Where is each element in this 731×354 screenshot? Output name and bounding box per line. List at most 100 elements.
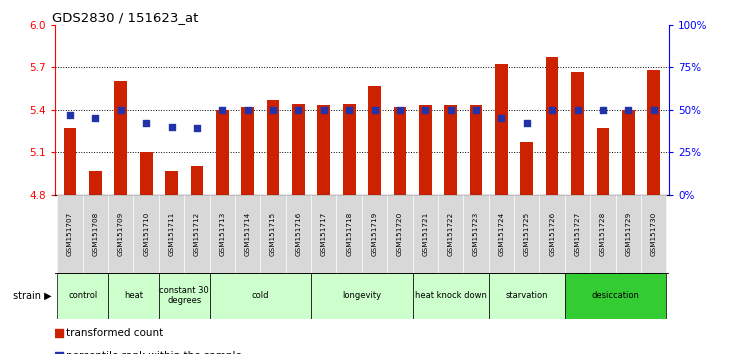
Point (115, 107, 126, 113)
Bar (412, 195, 438, 273)
Bar (235, 195, 260, 273)
Point (572, 107, 583, 113)
Text: GSM151715: GSM151715 (270, 211, 276, 256)
Bar (565, 273, 667, 319)
Text: GSM151708: GSM151708 (92, 211, 99, 256)
Text: GSM151722: GSM151722 (447, 211, 454, 256)
Text: GSM151728: GSM151728 (600, 211, 606, 256)
Bar (159, 273, 210, 319)
Bar (108, 195, 134, 273)
Bar (292, 104, 305, 195)
Point (470, 107, 482, 113)
Bar (165, 171, 178, 195)
Text: GSM151712: GSM151712 (194, 211, 200, 256)
Bar (368, 86, 381, 195)
Text: heat knock down: heat knock down (414, 291, 487, 300)
Point (267, 51, 279, 57)
Text: GSM151721: GSM151721 (423, 211, 428, 256)
Bar (57, 273, 108, 319)
Bar (108, 273, 159, 319)
Text: cold: cold (251, 291, 269, 300)
Bar (463, 195, 489, 273)
Bar (393, 107, 406, 195)
Point (216, 107, 228, 113)
Bar (520, 142, 533, 195)
Text: GSM151729: GSM151729 (625, 211, 632, 256)
Bar (64, 128, 77, 195)
Text: constant 30
degrees: constant 30 degrees (159, 286, 209, 305)
Text: heat: heat (124, 291, 143, 300)
Bar (191, 166, 203, 195)
Point (546, 107, 558, 113)
Bar (336, 195, 362, 273)
Bar (140, 152, 153, 195)
Text: GSM151720: GSM151720 (397, 211, 403, 256)
Bar (210, 273, 311, 319)
Bar (343, 104, 355, 195)
Bar (184, 195, 210, 273)
Text: percentile rank within the sample: percentile rank within the sample (66, 351, 242, 354)
Bar (89, 171, 102, 195)
Bar (311, 273, 412, 319)
Point (521, 120, 533, 126)
Bar (444, 105, 457, 195)
Bar (565, 195, 590, 273)
Bar (159, 195, 184, 273)
Point (344, 107, 355, 113)
Bar (387, 195, 412, 273)
Point (267, 263, 279, 269)
Text: GSM151713: GSM151713 (219, 211, 225, 256)
Text: longevity: longevity (342, 291, 382, 300)
Point (90, 115, 102, 121)
Point (318, 107, 330, 113)
Bar (216, 110, 229, 195)
Bar (438, 195, 463, 273)
Bar (57, 195, 83, 273)
Text: desiccation: desiccation (591, 291, 640, 300)
Point (444, 107, 456, 113)
Text: GSM151709: GSM151709 (118, 211, 124, 256)
Text: control: control (68, 291, 97, 300)
Bar (83, 195, 108, 273)
Text: GSM151714: GSM151714 (245, 211, 251, 256)
Bar (489, 195, 514, 273)
Bar (539, 195, 565, 273)
Bar (286, 195, 311, 273)
Bar (311, 195, 336, 273)
Text: GSM151724: GSM151724 (499, 211, 504, 256)
Text: GSM151730: GSM151730 (651, 211, 656, 256)
Text: GSM151711: GSM151711 (169, 211, 175, 256)
Text: GSM151719: GSM151719 (371, 211, 377, 256)
Bar (419, 105, 431, 195)
Text: GSM151718: GSM151718 (346, 211, 352, 256)
Text: GSM151707: GSM151707 (67, 211, 73, 256)
Text: strain ▶: strain ▶ (12, 291, 51, 301)
Point (268, 107, 279, 113)
Text: GSM151723: GSM151723 (473, 211, 479, 256)
Text: GSM151727: GSM151727 (575, 211, 580, 256)
Point (420, 107, 431, 113)
Text: GSM151726: GSM151726 (549, 211, 555, 256)
Point (64, 112, 76, 118)
Bar (622, 110, 635, 195)
Bar (134, 195, 159, 273)
Bar (241, 107, 254, 195)
Text: GSM151717: GSM151717 (321, 211, 327, 256)
Bar (546, 57, 558, 195)
Bar (596, 128, 609, 195)
Bar (115, 81, 127, 195)
Bar (317, 105, 330, 195)
Bar (590, 195, 616, 273)
Bar (412, 273, 489, 319)
Point (496, 115, 507, 121)
Bar (495, 64, 508, 195)
Bar (470, 105, 482, 195)
Point (622, 107, 634, 113)
Bar (362, 195, 387, 273)
Point (140, 120, 152, 126)
Point (292, 107, 304, 113)
Point (191, 126, 202, 131)
Text: GSM151725: GSM151725 (524, 211, 530, 256)
Text: starvation: starvation (506, 291, 548, 300)
Bar (571, 72, 584, 195)
